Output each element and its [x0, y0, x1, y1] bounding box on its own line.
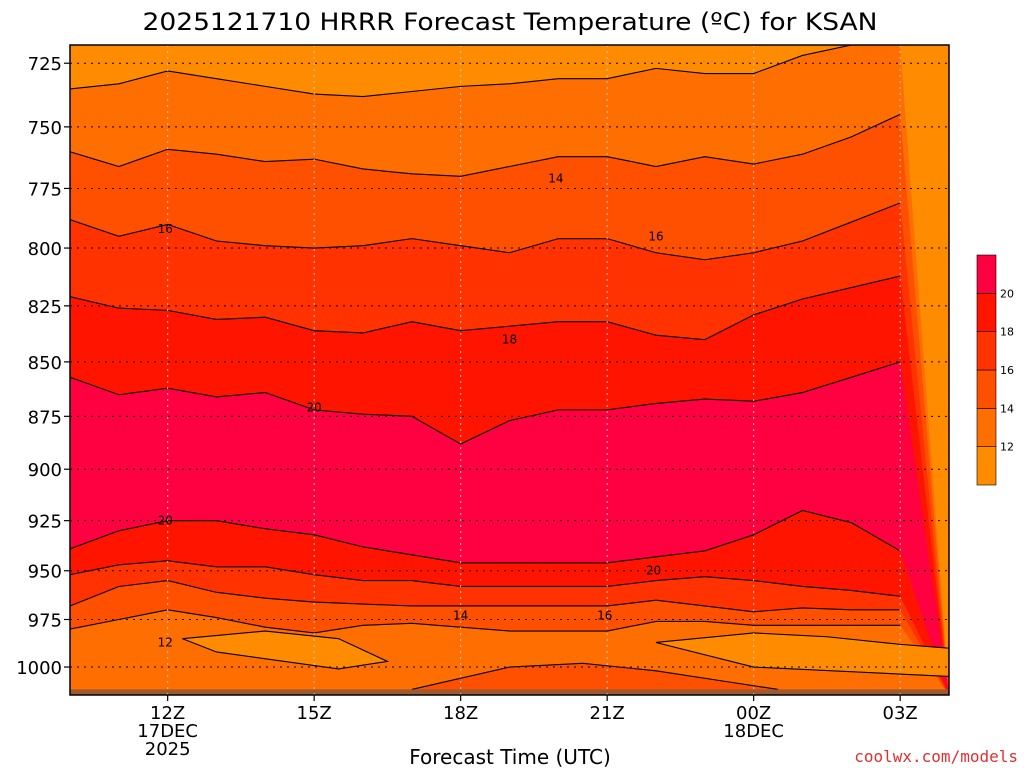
y-tick-label: 950	[28, 562, 62, 583]
y-tick-label: 750	[28, 118, 62, 139]
contour-label: 20	[158, 514, 173, 528]
y-tick-label: 825	[28, 297, 62, 318]
contour-label: 16	[597, 609, 612, 623]
y-axis: 725 750 775 800 825 850 875 900 925 950 975 1000	[16, 54, 70, 679]
y-tick-label: 975	[28, 611, 62, 632]
terrain-strip	[70, 689, 949, 695]
contour-line	[70, 113, 901, 177]
x-tick-label: 00Z	[736, 703, 771, 724]
colorbar-swatch	[976, 408, 997, 447]
colorbar: 12 14 16 18 20	[976, 254, 1014, 486]
y-tick-label: 1000	[16, 658, 62, 679]
x-tick-label: 12Z	[150, 703, 185, 724]
contour-line	[70, 609, 901, 634]
contour-line	[70, 275, 901, 341]
colorbar-swatch	[976, 369, 997, 409]
x-axis-label: Forecast Time (UTC)	[409, 745, 611, 768]
x-tick-label: 03Z	[883, 703, 918, 724]
contour-label: 16	[158, 222, 173, 236]
contour-label: 14	[453, 609, 468, 623]
y-tick-label: 775	[28, 179, 62, 200]
contour-line	[182, 630, 390, 670]
colorbar-label: 14	[1000, 402, 1014, 415]
x-tick-date: 17DEC	[137, 721, 198, 742]
x-tick-label: 18Z	[443, 703, 478, 724]
contour-line	[655, 632, 949, 677]
y-tick-label: 725	[28, 54, 62, 75]
colorbar-label: 20	[1000, 287, 1014, 300]
cool-pocket	[656, 632, 949, 677]
y-tick-label: 875	[28, 407, 62, 428]
contour-label: 16	[648, 229, 663, 243]
contour-label: 20	[307, 401, 322, 415]
chart-title: 2025121710 HRRR Forecast Temperature (ºC…	[143, 8, 878, 36]
contour-line	[70, 560, 901, 597]
contour-line	[70, 509, 901, 564]
colorbar-label: 18	[1000, 326, 1014, 339]
contour-label: 20	[646, 564, 661, 578]
temp-band	[70, 609, 949, 695]
warm-pocket	[411, 663, 779, 690]
contour-line	[70, 45, 901, 98]
colorbar-label: 16	[1000, 364, 1014, 377]
contour-label: 18	[502, 333, 517, 347]
contour-label: 12	[158, 635, 173, 649]
colorbar-swatch	[976, 254, 997, 294]
y-tick-label: 900	[28, 460, 62, 481]
contour-line	[70, 361, 901, 445]
y-tick-label: 925	[28, 512, 62, 533]
colorbar-swatch	[976, 293, 997, 332]
contour-line	[411, 662, 779, 690]
x-tick-label: 15Z	[297, 703, 332, 724]
colorbar-swatch	[976, 446, 997, 486]
x-tick-label: 21Z	[590, 703, 625, 724]
contour-label: 14	[548, 172, 563, 186]
plot-frame	[69, 44, 950, 696]
contour-line	[70, 580, 901, 613]
x-tick-date: 18DEC	[723, 721, 784, 742]
colorbar-label: 12	[1000, 441, 1014, 454]
y-tick-label: 800	[28, 239, 62, 260]
x-tick-year: 2025	[145, 739, 191, 760]
colorbar-swatch	[976, 331, 997, 371]
plot-area: 14 16 16 18 20 20 20 14 16 12	[69, 44, 950, 696]
cool-pocket	[182, 631, 388, 669]
watermark: coolwx.com/models	[854, 747, 1018, 766]
y-tick-label: 850	[28, 353, 62, 374]
contour-line	[70, 202, 901, 261]
